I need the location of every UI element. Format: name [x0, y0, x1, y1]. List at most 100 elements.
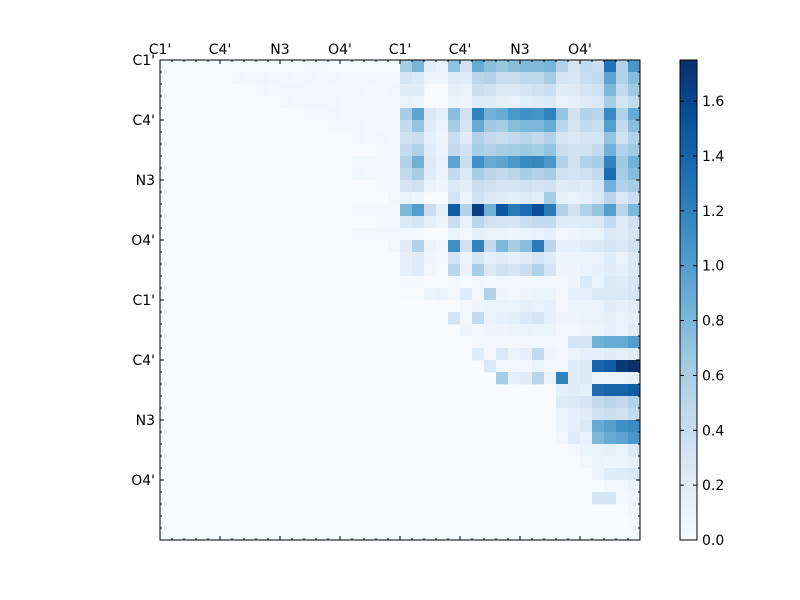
heatmap-cell	[460, 108, 473, 121]
heatmap-cell	[292, 72, 305, 85]
heatmap-cell	[520, 228, 533, 241]
heatmap-cell	[592, 228, 605, 241]
heatmap-cell	[592, 420, 605, 433]
heatmap-cell	[400, 168, 413, 181]
heatmap-cell	[376, 96, 389, 109]
heatmap-cell	[496, 84, 509, 97]
heatmap-cell	[496, 216, 509, 229]
heatmap-cell	[556, 240, 569, 253]
heatmap-cell	[556, 432, 569, 445]
heatmap-cell	[340, 108, 353, 121]
heatmap-cell	[412, 264, 425, 277]
heatmap-cell	[520, 108, 533, 121]
heatmap-cell	[544, 96, 557, 109]
x-tick-label: C1'	[389, 42, 412, 58]
heatmap-cell	[580, 216, 593, 229]
colorbar-tick-label: 0.2	[702, 478, 724, 494]
heatmap-cell	[520, 276, 533, 289]
heatmap-cell	[412, 288, 425, 301]
heatmap-cell	[364, 96, 377, 109]
heatmap-cell	[532, 204, 545, 217]
heatmap-cell	[544, 252, 557, 265]
heatmap-cell	[484, 144, 497, 157]
heatmap-cell	[604, 72, 617, 85]
heatmap-cell	[484, 216, 497, 229]
heatmap-cell	[280, 72, 293, 85]
heatmap-cell	[568, 108, 581, 121]
heatmap-cell	[616, 396, 629, 409]
heatmap-cell	[508, 72, 521, 85]
heatmap-cell	[400, 240, 413, 253]
heatmap-cell	[508, 324, 521, 337]
heatmap-cell	[484, 204, 497, 217]
heatmap-cell	[592, 204, 605, 217]
heatmap-cell	[412, 60, 425, 73]
heatmap-cell	[532, 84, 545, 97]
heatmap-cell	[232, 72, 245, 85]
heatmap-cell	[568, 216, 581, 229]
colorbar-ticks: 0.0 0.2 0.4 0.6 0.8 1.0 1.2 1.4 1.6	[680, 94, 724, 549]
heatmap-cell	[616, 156, 629, 169]
heatmap-cell	[568, 252, 581, 265]
heatmap-cell	[532, 360, 545, 373]
heatmap-cell	[520, 216, 533, 229]
heatmap-cell	[508, 336, 521, 349]
heatmap-cell	[580, 156, 593, 169]
heatmap-cell	[616, 288, 629, 301]
heatmap-cell	[448, 228, 461, 241]
heatmap-cell	[460, 144, 473, 157]
heatmap-cell	[580, 228, 593, 241]
heatmap-cell	[376, 168, 389, 181]
heatmap-cell	[244, 60, 257, 73]
heatmap-cell	[376, 156, 389, 169]
heatmap-cell	[568, 204, 581, 217]
heatmap-cell	[544, 84, 557, 97]
heatmap-cell	[592, 84, 605, 97]
heatmap-cell	[628, 444, 641, 457]
heatmap-cell	[508, 276, 521, 289]
heatmap-cell	[580, 264, 593, 277]
heatmap-cell	[508, 252, 521, 265]
heatmap-cell	[364, 84, 377, 97]
heatmap-cell	[568, 312, 581, 325]
heatmap-cell	[436, 72, 449, 85]
heatmap-cell	[388, 168, 401, 181]
heatmap-cell	[556, 168, 569, 181]
x-tick-label: N3	[270, 42, 289, 58]
y-tick-label: N3	[136, 413, 155, 429]
heatmap-cell	[568, 180, 581, 193]
heatmap-cell	[532, 156, 545, 169]
heatmap-cell	[388, 144, 401, 157]
heatmap-cell	[628, 360, 641, 373]
heatmap-cell	[472, 204, 485, 217]
heatmap-cell	[520, 144, 533, 157]
heatmap-cell	[448, 312, 461, 325]
heatmap-cell	[352, 96, 365, 109]
heatmap-cell	[484, 120, 497, 133]
heatmap-cell	[568, 156, 581, 169]
heatmap-cell	[484, 60, 497, 73]
heatmap-cell	[628, 384, 641, 397]
heatmap-cell	[520, 156, 533, 169]
x-tick-label: C4'	[449, 42, 472, 58]
heatmap-cell	[388, 60, 401, 73]
heatmap-cell	[568, 60, 581, 73]
heatmap-cell	[616, 456, 629, 469]
heatmap-cell	[604, 336, 617, 349]
heatmap-cell	[376, 132, 389, 145]
heatmap-cell	[556, 60, 569, 73]
heatmap-cell	[484, 84, 497, 97]
heatmap-cell	[568, 300, 581, 313]
heatmap-cell	[484, 264, 497, 277]
heatmap-cell	[340, 96, 353, 109]
heatmap-cell	[388, 108, 401, 121]
heatmap-cell	[256, 72, 269, 85]
heatmap-cell	[448, 108, 461, 121]
heatmap-cell	[268, 60, 281, 73]
heatmap-cell	[580, 456, 593, 469]
colorbar-tick-label: 1.4	[702, 149, 724, 165]
heatmap-cell	[616, 348, 629, 361]
heatmap-cell	[352, 60, 365, 73]
heatmap-cell	[436, 144, 449, 157]
